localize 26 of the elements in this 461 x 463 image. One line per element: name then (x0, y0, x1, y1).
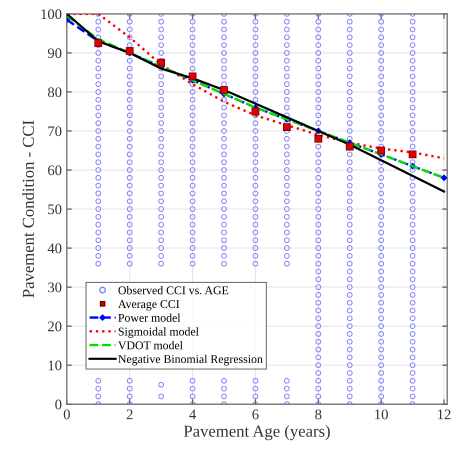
y-tick-label: 0 (55, 400, 62, 410)
y-tick-label: 60 (48, 165, 62, 176)
x-tick-label: 6 (252, 410, 259, 420)
x-tick-label: 10 (375, 409, 388, 420)
y-axis-title: Pavement Condition - CCI (22, 120, 34, 298)
legend-label: Average CCI (118, 300, 180, 310)
x-tick-label: 4 (189, 410, 196, 420)
x-tick-label: 0 (64, 409, 70, 420)
legend-label: VDOT model (118, 341, 183, 350)
y-tick-label: 40 (48, 243, 62, 254)
y-tick-label: 90 (48, 48, 62, 58)
x-tick-label: 8 (315, 409, 322, 420)
x-tick-label: 2 (126, 410, 133, 420)
y-tick-label: 80 (48, 87, 62, 98)
y-tick-label: 20 (48, 322, 62, 332)
y-tick-label: 50 (48, 204, 62, 214)
y-tick-label: 70 (48, 126, 62, 136)
x-axis-title: Pavement Age (years) (184, 425, 330, 440)
legend-label: Power model (118, 314, 180, 322)
legend-label: Negative Binomial Regression (118, 354, 263, 366)
legend-label: Observed CCI vs. AGE (118, 286, 228, 294)
y-tick-label: 10 (48, 360, 62, 370)
y-tick-label: 100 (41, 9, 62, 20)
y-tick-label: 30 (48, 282, 62, 292)
legend-label: Sigmoidal model (118, 327, 199, 338)
x-tick-label: 12 (438, 410, 451, 420)
